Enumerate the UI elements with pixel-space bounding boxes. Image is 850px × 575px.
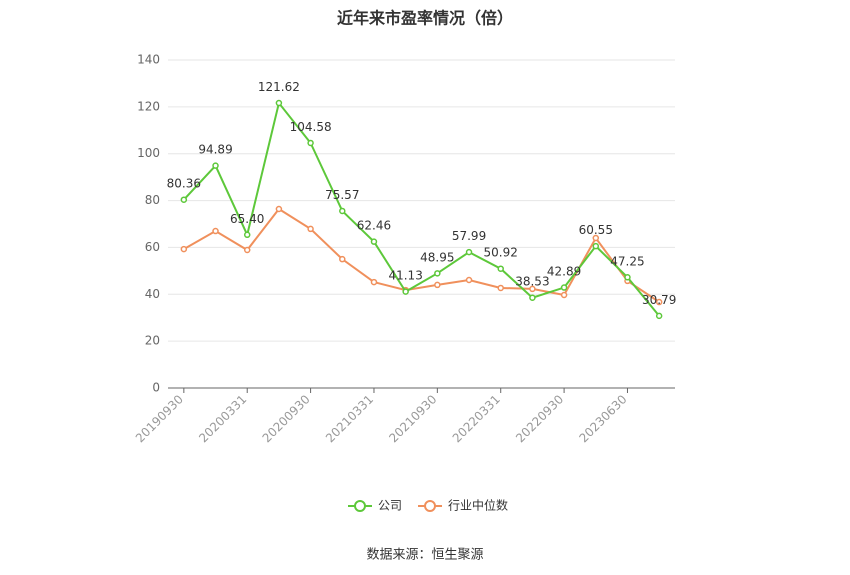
data-label: 80.36 <box>167 177 201 191</box>
legend-marker <box>424 500 437 512</box>
data-point <box>180 196 188 203</box>
data-point <box>307 225 314 233</box>
source: 数据来源：恒生聚源 <box>366 548 483 563</box>
data-label: 65.40 <box>230 212 264 226</box>
y-tick-label: 140 <box>137 53 160 67</box>
y-tick-label: 120 <box>137 99 160 113</box>
data-point <box>592 242 600 250</box>
data-point <box>212 227 219 235</box>
data-point <box>275 205 283 213</box>
x-tick-label: 20230630 <box>577 392 630 445</box>
data-point <box>497 265 504 272</box>
y-tick-label: 80 <box>145 193 160 207</box>
data-point <box>655 312 663 320</box>
data-point <box>465 248 473 256</box>
data-point <box>655 298 663 306</box>
data-point <box>212 162 219 169</box>
data-point <box>180 245 188 253</box>
x-tick-label: 20200331 <box>196 392 249 445</box>
data-point <box>592 234 600 242</box>
data-label: 75.57 <box>325 188 359 202</box>
y-tick-label: 60 <box>145 240 160 254</box>
legend-label: 公司 <box>378 499 402 513</box>
data-point <box>339 255 346 263</box>
data-point <box>339 207 346 215</box>
data-label: 104.58 <box>290 120 332 134</box>
x-tick-label: 20220930 <box>513 392 566 445</box>
y-tick-label: 0 <box>152 381 160 395</box>
data-point <box>275 99 283 107</box>
y-tick-label: 20 <box>145 334 160 348</box>
data-label: 57.99 <box>452 229 486 243</box>
data-point <box>529 285 536 293</box>
data-point <box>465 276 473 284</box>
data-point <box>243 231 251 239</box>
chart-title: 近年来市盈率情况（倍） <box>337 9 513 28</box>
data-point <box>497 284 504 292</box>
data-point <box>529 294 536 301</box>
legend-label: 行业中位数 <box>448 498 508 513</box>
data-label: 60.55 <box>579 223 613 237</box>
data-point <box>434 270 441 277</box>
data-label: 62.46 <box>357 219 391 233</box>
x-tick-label: 20220331 <box>450 392 503 445</box>
data-label: 38.53 <box>515 275 549 289</box>
x-tick-label: 20200930 <box>260 392 313 445</box>
legend-marker <box>354 500 366 512</box>
x-tick-label: 20210930 <box>386 392 439 445</box>
data-point <box>624 274 631 281</box>
data-point <box>434 281 441 289</box>
x-tick-label: 20190930 <box>133 392 186 445</box>
data-point <box>402 288 409 295</box>
data-point <box>243 246 251 254</box>
data-label: 41.13 <box>388 269 422 283</box>
data-point <box>370 238 378 245</box>
data-label: 30.79 <box>642 293 676 307</box>
data-label: 121.62 <box>258 80 300 94</box>
x-tick-label: 20210331 <box>323 392 376 445</box>
data-label: 47.25 <box>610 254 644 268</box>
data-point <box>370 278 378 286</box>
data-point <box>560 291 568 299</box>
data-label: 42.89 <box>547 265 581 279</box>
data-label: 50.92 <box>484 246 518 260</box>
data-label: 48.95 <box>420 250 454 264</box>
data-point <box>307 139 314 147</box>
series-line <box>183 100 660 317</box>
y-tick-label: 100 <box>137 146 160 160</box>
data-label: 94.89 <box>198 143 232 157</box>
y-tick-label: 40 <box>145 287 160 301</box>
data-point <box>560 284 568 291</box>
